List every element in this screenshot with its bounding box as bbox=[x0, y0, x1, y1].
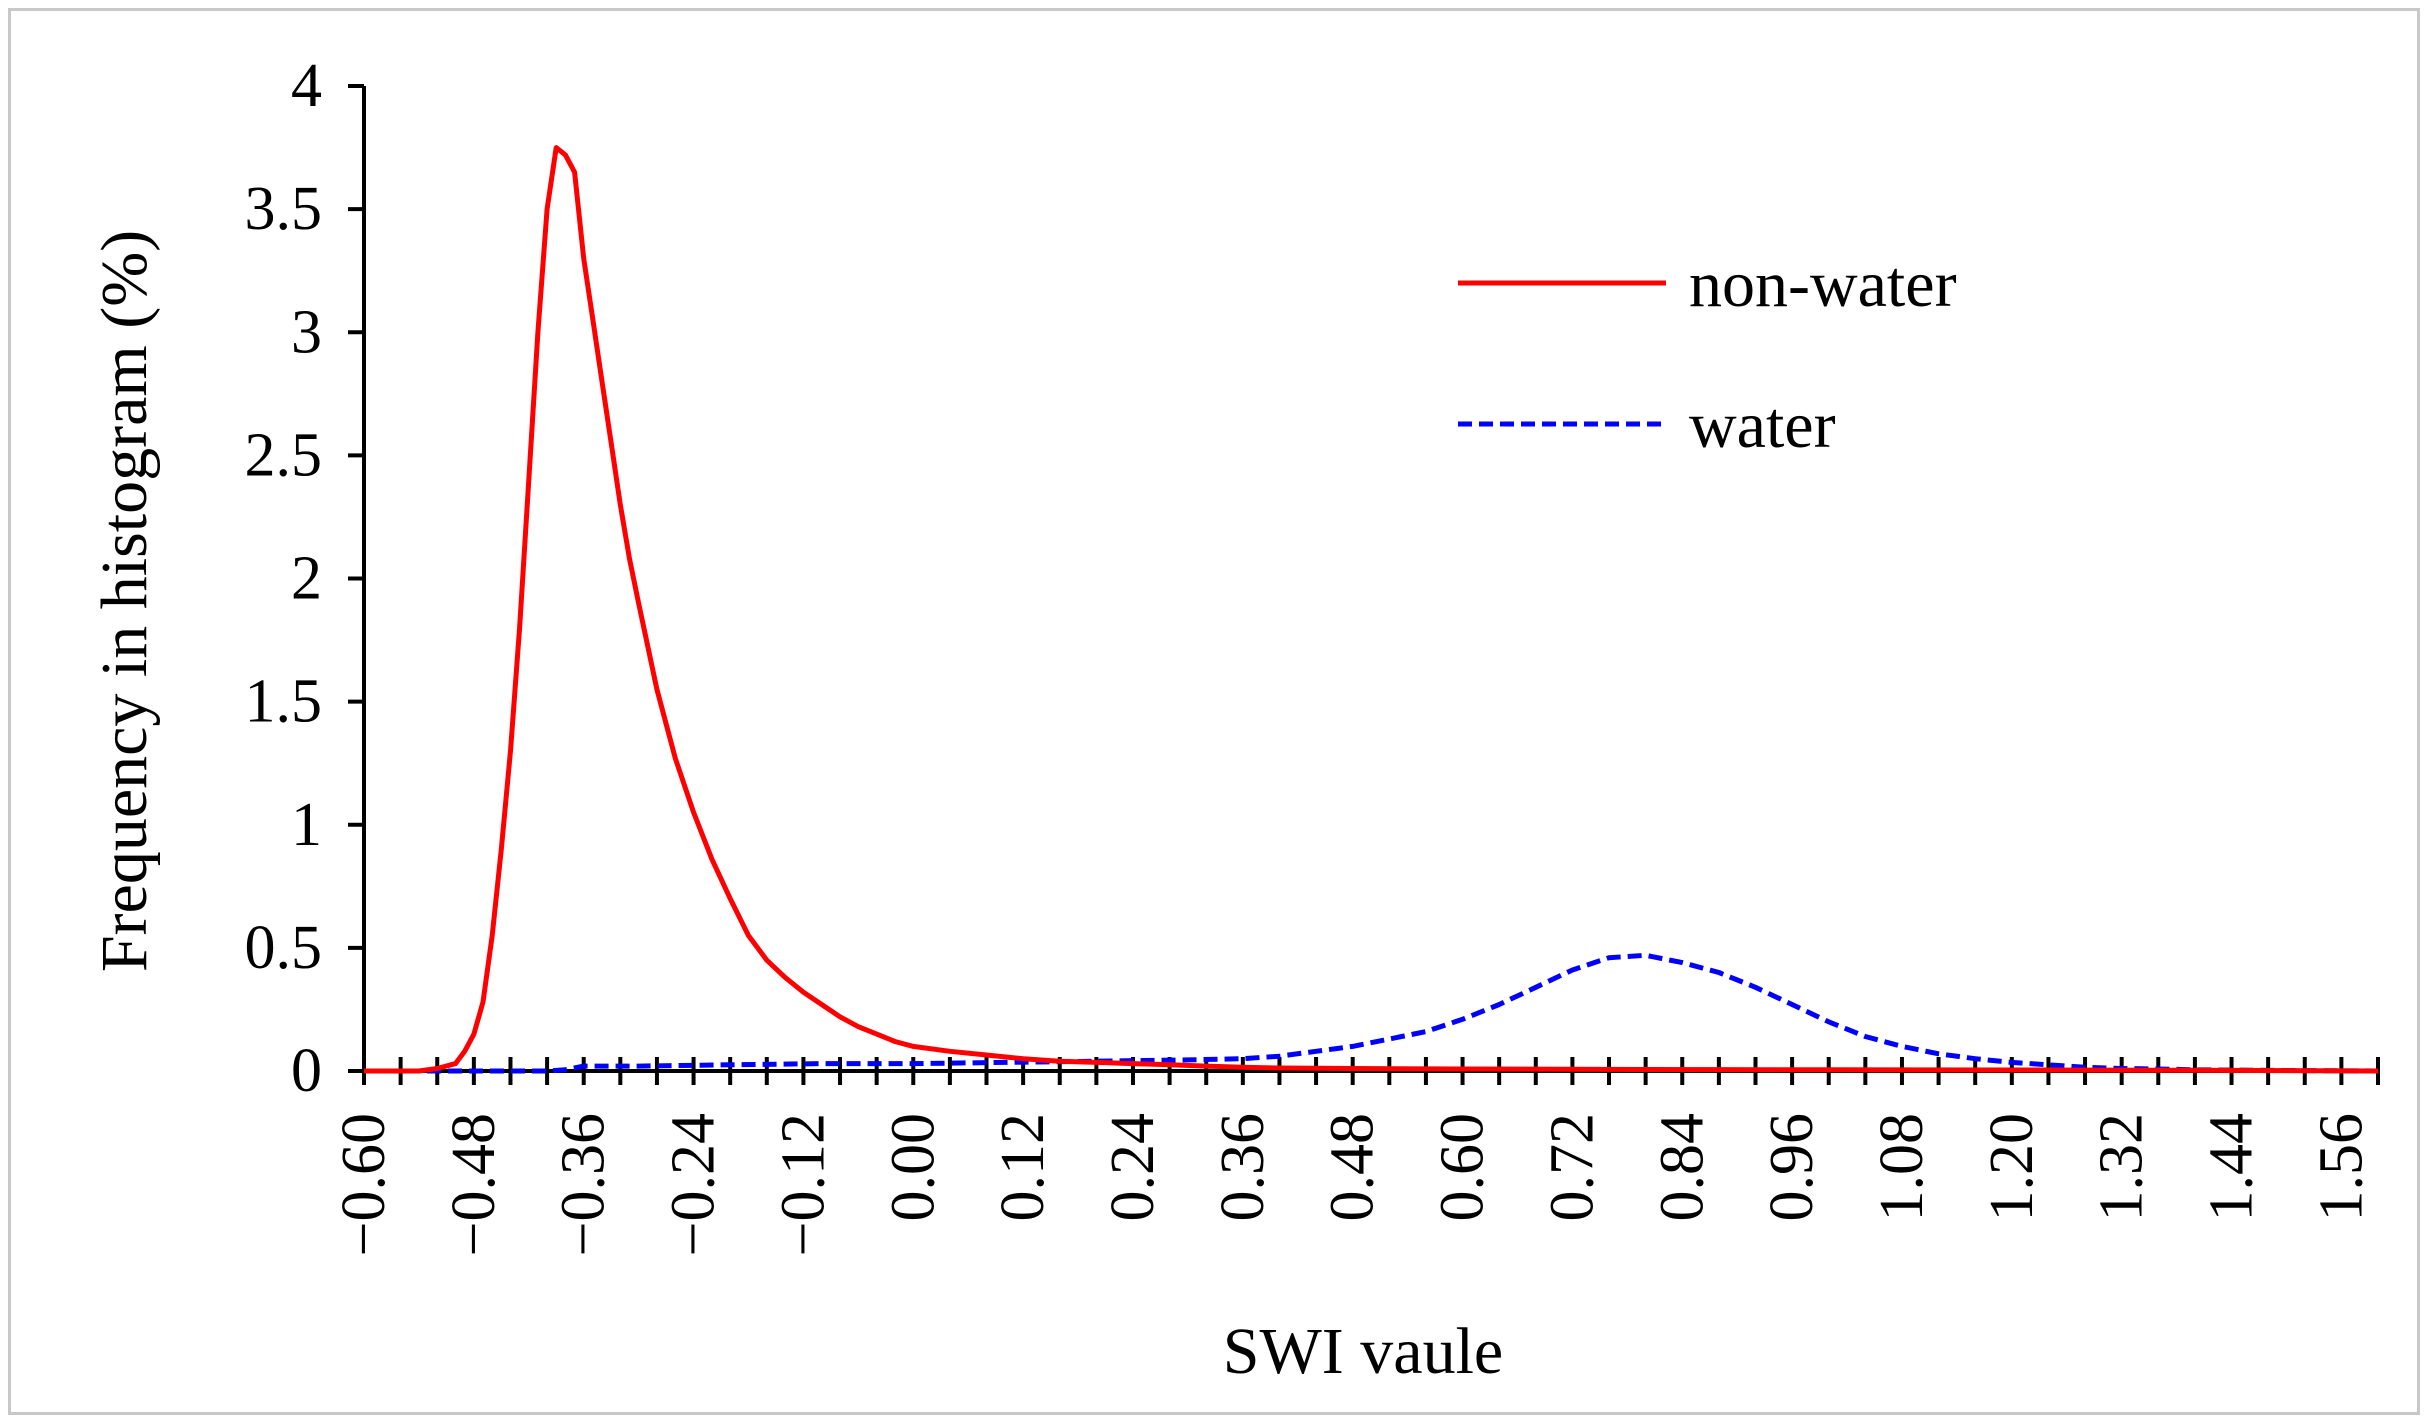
y-tick-label: 1 bbox=[291, 791, 322, 859]
x-tick-label: −0.48 bbox=[440, 1113, 508, 1256]
y-axis-ticks: 0 0.5 1 1.5 2 2.5 3 3.5 4 bbox=[245, 52, 364, 1105]
y-tick-label: 3 bbox=[291, 298, 322, 366]
line-chart: −0.60 −0.48 −0.36 −0.24 −0.12 0.00 0.12 0.24 0.3… bbox=[88, 52, 2380, 1388]
x-tick-label: 0.72 bbox=[1538, 1113, 1606, 1222]
legend-label-non-water: non-water bbox=[1689, 248, 1957, 321]
x-tick-label: 0.96 bbox=[1758, 1113, 1826, 1222]
series-line-non-water bbox=[364, 145, 2379, 1074]
x-axis-ticks: −0.60 −0.48 −0.36 −0.24 −0.12 0.00 0.12 0.24 0.3… bbox=[330, 1057, 2380, 1256]
series-layer bbox=[364, 145, 2379, 1074]
x-tick-label: 1.20 bbox=[1978, 1113, 2046, 1222]
y-tick-label: 0.5 bbox=[245, 914, 323, 982]
x-tick-label: −0.60 bbox=[330, 1113, 398, 1256]
legend-label-water: water bbox=[1689, 389, 1836, 462]
y-tick-label: 4 bbox=[291, 52, 322, 120]
x-tick-label: 0.00 bbox=[879, 1113, 947, 1222]
x-tick-label: 1.08 bbox=[1868, 1113, 1936, 1222]
x-tick-label: −0.24 bbox=[660, 1113, 728, 1256]
series-line-water bbox=[364, 952, 2379, 1074]
y-tick-label: 0 bbox=[291, 1037, 322, 1105]
x-axis-title: SWI vaule bbox=[1223, 1315, 1503, 1388]
x-tick-label: 1.56 bbox=[2307, 1113, 2375, 1222]
x-tick-label: 0.60 bbox=[1429, 1113, 1497, 1222]
x-tick-label: 0.12 bbox=[989, 1113, 1057, 1222]
x-tick-label: 0.36 bbox=[1209, 1113, 1277, 1222]
x-tick-label: −0.36 bbox=[550, 1113, 618, 1256]
figure-frame: −0.60 −0.48 −0.36 −0.24 −0.12 0.00 0.12 0.24 0.3… bbox=[8, 8, 2420, 1415]
x-tick-label: 0.24 bbox=[1099, 1113, 1167, 1222]
legend: non-water water bbox=[1458, 248, 1957, 462]
x-tick-label: 0.84 bbox=[1648, 1113, 1716, 1222]
x-tick-label: 1.32 bbox=[2088, 1113, 2156, 1222]
x-tick-label: 0.48 bbox=[1319, 1113, 1387, 1222]
y-tick-label: 2 bbox=[291, 545, 322, 613]
y-tick-label: 1.5 bbox=[245, 668, 323, 736]
y-tick-label: 2.5 bbox=[245, 421, 323, 489]
x-tick-label: 1.44 bbox=[2198, 1113, 2266, 1222]
y-tick-label: 3.5 bbox=[245, 175, 323, 243]
y-axis-title: Frequency in histogram (%) bbox=[88, 230, 161, 972]
x-tick-label: −0.12 bbox=[769, 1113, 837, 1256]
